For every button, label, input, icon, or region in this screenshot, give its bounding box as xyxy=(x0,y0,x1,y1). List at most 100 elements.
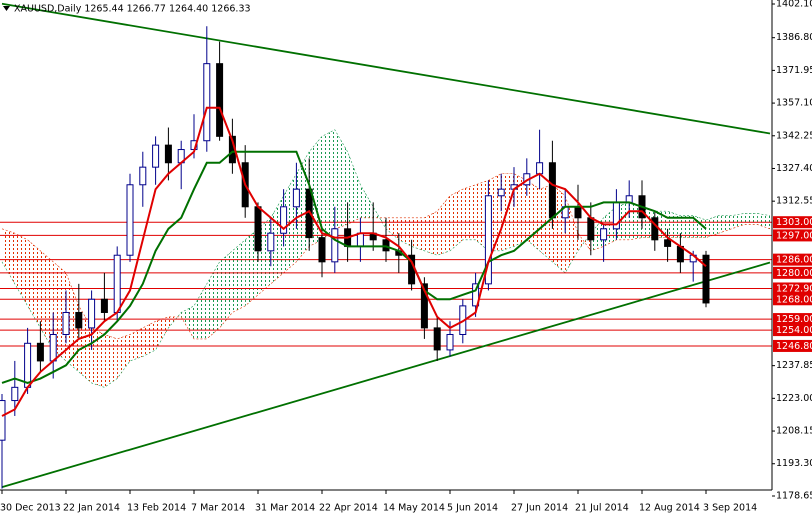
cloud-segment xyxy=(398,217,412,247)
level-label-bg xyxy=(773,282,812,295)
x-tick-label: 13 Feb 2014 xyxy=(127,503,186,514)
y-tick-label: 1223.00 xyxy=(776,393,812,404)
cloud-segment xyxy=(104,334,118,388)
level-label-bg xyxy=(773,253,812,266)
x-tick-label: 21 Jul 2014 xyxy=(575,503,629,514)
level-label-bg xyxy=(773,266,812,279)
candle-body xyxy=(702,254,710,304)
cloud-segment xyxy=(667,211,681,238)
menu-icon[interactable] xyxy=(3,6,10,11)
cloud-segment xyxy=(2,228,15,284)
cloud-segment xyxy=(526,180,540,251)
candle-body xyxy=(548,162,556,219)
x-tick-label: 30 Dec 2013 xyxy=(0,503,61,514)
level-label: 1280.00 xyxy=(776,268,812,279)
cloud-segment xyxy=(462,184,476,240)
candle-body xyxy=(446,333,454,351)
cloud-segment xyxy=(40,250,54,350)
y-tick-label: 1386.80 xyxy=(776,32,812,43)
candle-body xyxy=(126,184,134,256)
candle-body xyxy=(24,342,32,388)
candle-body xyxy=(587,217,595,241)
candle-body xyxy=(164,144,172,164)
trendline xyxy=(1,261,771,488)
cloud-segment xyxy=(706,215,719,238)
cloud-segment xyxy=(168,312,182,328)
cloud-segment xyxy=(91,327,105,388)
level-label: 1286.00 xyxy=(776,255,812,266)
plot xyxy=(0,2,771,489)
x-tick-label: 3 Sep 2014 xyxy=(703,503,757,514)
candle-body xyxy=(574,206,582,219)
candle-body xyxy=(75,311,83,329)
candle-body xyxy=(356,232,364,247)
y-tick-label: 1342.25 xyxy=(776,130,812,141)
x-tick-label: 12 Aug 2014 xyxy=(639,503,700,514)
x-tick-label: 5 Jun 2014 xyxy=(447,503,498,514)
level-label-bg xyxy=(773,313,812,326)
level-label: 1268.00 xyxy=(776,294,812,305)
cloud-segment xyxy=(334,129,348,229)
x-tick-label: 7 Mar 2014 xyxy=(191,503,245,514)
candle-body xyxy=(100,298,108,313)
cloud-segment xyxy=(386,217,399,240)
cloud-segment xyxy=(181,305,194,339)
cloud-segment xyxy=(437,195,450,256)
candle-body xyxy=(36,342,44,362)
candle-body xyxy=(536,162,544,175)
chart-title: XAUUSD,Daily 1265.44 1266.77 1264.40 126… xyxy=(14,4,251,15)
candle-body xyxy=(600,228,608,241)
level-label-bg xyxy=(773,216,812,229)
y-tick-label: 1312.55 xyxy=(776,196,812,207)
candle-body xyxy=(280,206,288,234)
candle-body xyxy=(382,239,390,252)
y-tick-label: 1327.40 xyxy=(776,163,812,174)
cloud-segment xyxy=(347,151,361,225)
y-tick-label: 1237.85 xyxy=(776,360,812,371)
cloud-segment xyxy=(514,173,527,247)
y-tick-label: 1193.30 xyxy=(776,458,812,469)
cloud-segment xyxy=(322,129,335,240)
level-label: 1303.00 xyxy=(776,217,812,228)
cloud-segment xyxy=(360,184,374,218)
candle-body xyxy=(113,254,121,313)
x-tick-label: 27 Jun 2014 xyxy=(511,503,568,514)
candle-body xyxy=(216,63,224,137)
y-tick-label: 1357.10 xyxy=(776,98,812,109)
cloud-segment xyxy=(578,233,591,251)
candle-body xyxy=(152,144,160,168)
candle-body xyxy=(62,311,70,335)
x-tick-label: 22 Apr 2014 xyxy=(319,503,378,514)
candle-body xyxy=(254,206,262,252)
level-label: 1254.00 xyxy=(776,325,812,336)
x-tick-label: 22 Jan 2014 xyxy=(63,503,120,514)
y-tick-label: 1208.15 xyxy=(776,426,812,437)
candle-body xyxy=(0,400,6,441)
cloud xyxy=(1,129,771,388)
cloud-segment xyxy=(206,261,220,339)
x-tick-label: 31 Mar 2014 xyxy=(255,503,315,514)
level-label: 1246.80 xyxy=(776,341,812,352)
candle-body xyxy=(484,195,492,285)
cloud-segment xyxy=(130,327,143,361)
level-label-bg xyxy=(773,324,812,337)
candle-body xyxy=(318,237,326,263)
level-label: 1297.00 xyxy=(776,230,812,241)
y-tick-label: 1178.65 xyxy=(776,491,812,502)
candle-body xyxy=(11,386,19,402)
cloud-segment xyxy=(411,217,425,251)
cloud-segment xyxy=(219,250,233,328)
candle-body xyxy=(203,63,211,142)
candle-body xyxy=(292,188,300,208)
candle-body xyxy=(420,283,428,329)
cloud-segment xyxy=(590,217,604,251)
cloud-segment xyxy=(718,215,732,234)
x-tick-label: 14 May 2014 xyxy=(383,503,445,514)
candle-body xyxy=(433,327,441,351)
level-label: 1259.00 xyxy=(776,314,812,325)
candle-body xyxy=(497,188,505,197)
cloud-segment xyxy=(731,213,745,229)
cloud-segment xyxy=(155,316,169,350)
